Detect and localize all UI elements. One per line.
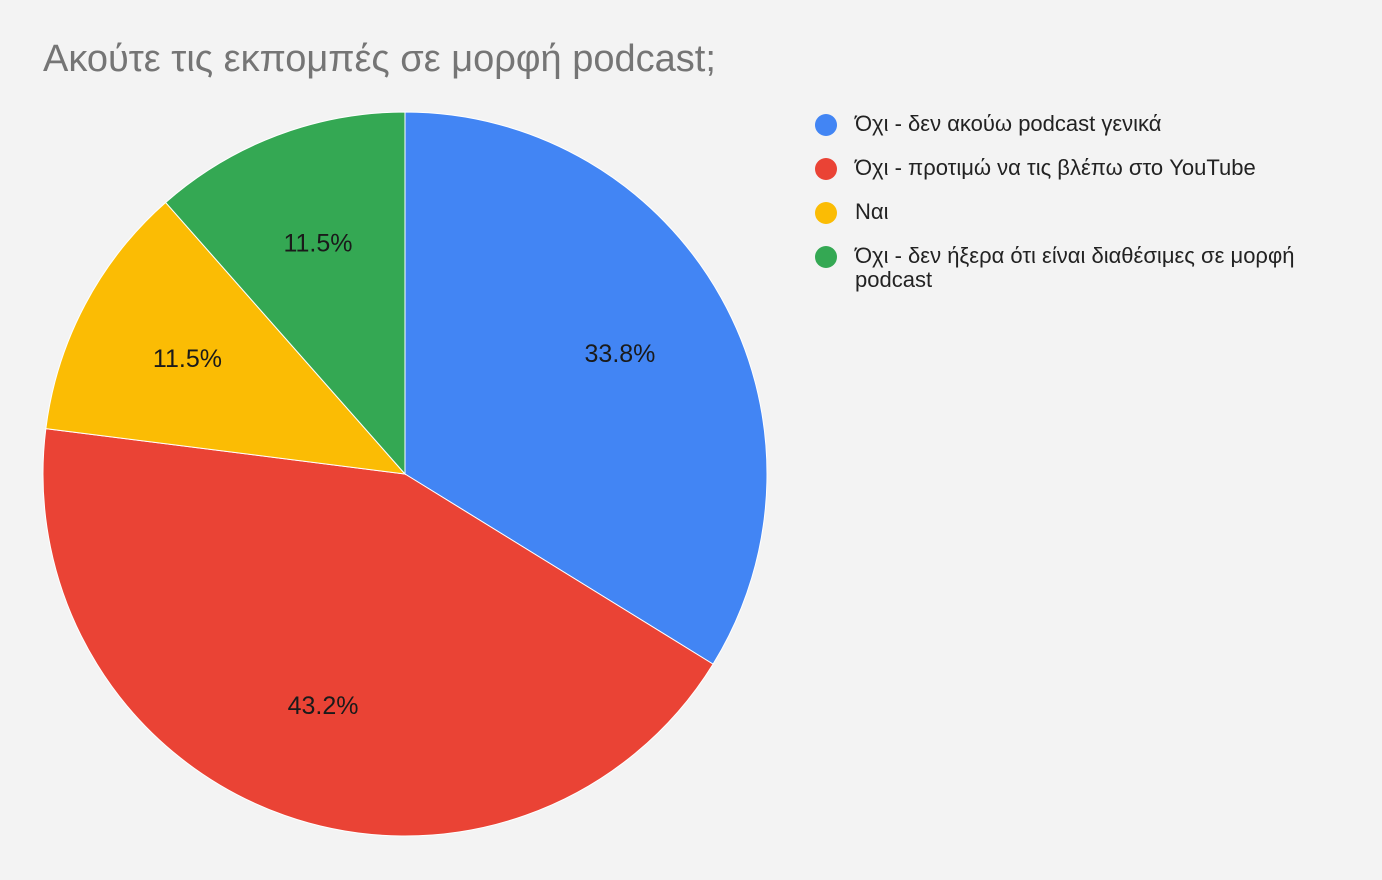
- pie-slice-youtube[interactable]: [42, 428, 714, 837]
- chart-title: Ακούτε τις εκπομπές σε μορφή podcast;: [43, 38, 716, 80]
- legend-item-no-podcast[interactable]: Όχι - δεν ακούω podcast γενικά: [815, 112, 1355, 136]
- legend-label: Όχι - δεν ακούω podcast γενικά: [855, 111, 1162, 136]
- legend-item-unaware[interactable]: Όχι - δεν ήξερα ότι είναι διαθέσιμες σε …: [815, 244, 1355, 292]
- legend-swatch-green: [815, 246, 837, 268]
- slice-value-label: 43.2%: [288, 692, 359, 720]
- legend-label: Όχι - προτιμώ να τις βλέπω στο YouTube: [855, 155, 1256, 180]
- slice-value-label: 11.5%: [283, 230, 352, 258]
- legend: Όχι - δεν ακούω podcast γενικά Όχι - προ…: [815, 112, 1355, 312]
- slice-value-label: 33.8%: [585, 340, 656, 368]
- legend-swatch-blue: [815, 114, 837, 136]
- legend-label: Ναι: [855, 199, 889, 224]
- legend-item-yes[interactable]: Ναι: [815, 200, 1355, 224]
- legend-label: Όχι - δεν ήξερα ότι είναι διαθέσιμες σε …: [855, 243, 1295, 292]
- legend-swatch-red: [815, 158, 837, 180]
- legend-item-youtube[interactable]: Όχι - προτιμώ να τις βλέπω στο YouTube: [815, 156, 1355, 180]
- slice-value-label: 11.5%: [153, 345, 222, 373]
- pie-slice-unaware[interactable]: [164, 111, 406, 476]
- pie-slice-yes[interactable]: [45, 201, 407, 475]
- pie-slice-no-podcast[interactable]: [404, 111, 768, 665]
- legend-swatch-yellow: [815, 202, 837, 224]
